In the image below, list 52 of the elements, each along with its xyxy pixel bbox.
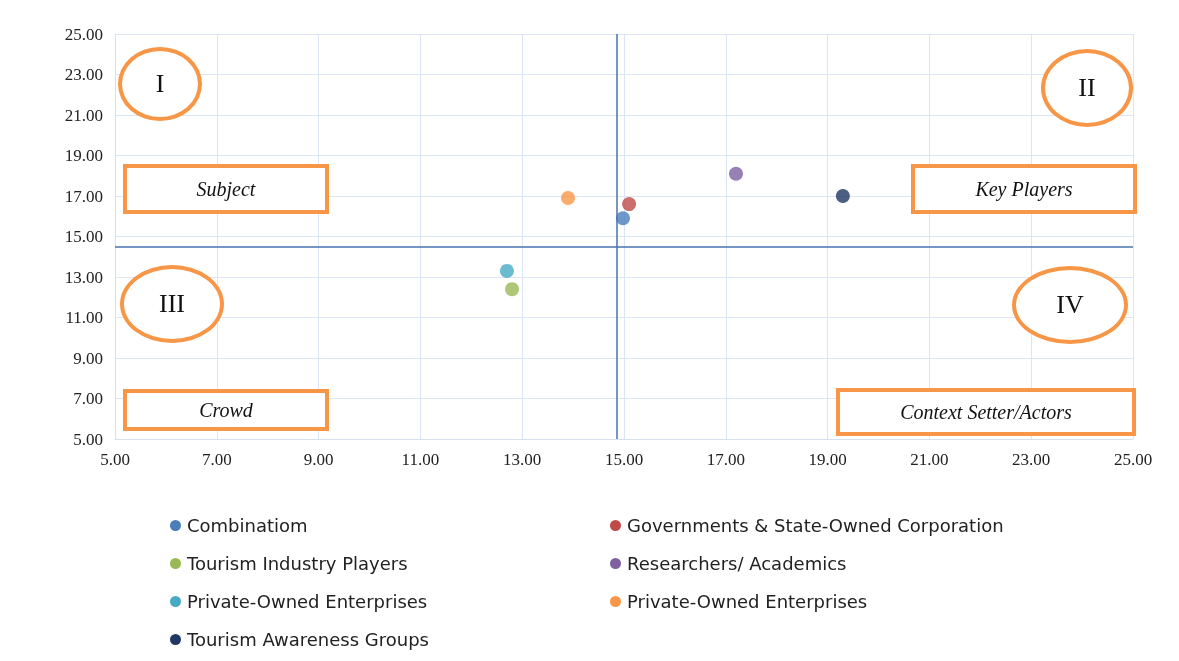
x-tick-label: 7.00 xyxy=(201,450,232,469)
x-tick-label: 13.00 xyxy=(503,450,542,469)
legend-label: Governments & State-Owned Corporation xyxy=(627,514,1004,536)
annotation: IV xyxy=(1056,290,1084,320)
x-tick-label: 9.00 xyxy=(303,450,334,469)
y-tick-label: 21.00 xyxy=(64,105,103,125)
y-tick-label: 11.00 xyxy=(65,308,103,327)
annotation: I xyxy=(155,69,165,99)
y-tick-label: 13.00 xyxy=(64,267,103,287)
point xyxy=(561,191,576,206)
y-tick-label: 7.00 xyxy=(73,389,103,408)
label-frame: Key Players xyxy=(911,164,1137,214)
y-tick-label: 15.00 xyxy=(64,227,103,246)
x-tick-label: 23.00 xyxy=(1012,450,1051,469)
point xyxy=(728,166,743,181)
label-frame: Crowd xyxy=(123,389,329,431)
x-tick-label: 21.00 xyxy=(910,450,949,469)
annotation: Crowd xyxy=(199,398,253,422)
y-tick-label: 17.00 xyxy=(64,186,103,206)
point xyxy=(616,211,630,226)
annotation: Context Setter/Actors xyxy=(900,400,1072,424)
oval-frame: III xyxy=(120,265,224,343)
x-tick-label: 15.00 xyxy=(604,450,644,469)
y-tick-label: 9.00 xyxy=(73,348,103,368)
point xyxy=(505,282,520,297)
point xyxy=(622,197,637,212)
x-tick-label: 11.00 xyxy=(401,450,440,469)
x-tick-label: 17.00 xyxy=(706,450,745,469)
annotation: Key Players xyxy=(975,177,1073,201)
x-tick-label: 25.00 xyxy=(1113,450,1153,469)
legend-label: Tourism Industry Players xyxy=(187,552,408,574)
legend-label: Private-Owned Enterprises xyxy=(627,590,868,612)
x-tick-label: 5.00 xyxy=(100,450,130,469)
legend-label: Private-Owned Enterprises xyxy=(187,590,428,612)
legend-label: Researchers/ Academics xyxy=(627,552,847,574)
annotation: III xyxy=(159,289,185,319)
legend-label: Combinatiom xyxy=(187,514,308,536)
annotation: Subject xyxy=(196,177,256,201)
label-frame: Context Setter/Actors xyxy=(836,388,1136,436)
y-tick-label: 5.00 xyxy=(73,429,103,449)
label-frame: Subject xyxy=(123,164,329,214)
point xyxy=(499,263,514,278)
y-tick-label: 19.00 xyxy=(64,146,103,165)
y-tick-label: 25.00 xyxy=(64,24,103,44)
legend-label: Tourism Awareness Groups xyxy=(187,628,429,650)
y-tick-label: 23.00 xyxy=(64,65,103,84)
oval-frame: I xyxy=(118,47,202,121)
oval-frame: IV xyxy=(1012,266,1128,344)
annotation: II xyxy=(1078,73,1096,103)
oval-frame: II xyxy=(1041,49,1133,127)
x-tick-label: 19.00 xyxy=(808,450,847,469)
point xyxy=(835,189,850,203)
